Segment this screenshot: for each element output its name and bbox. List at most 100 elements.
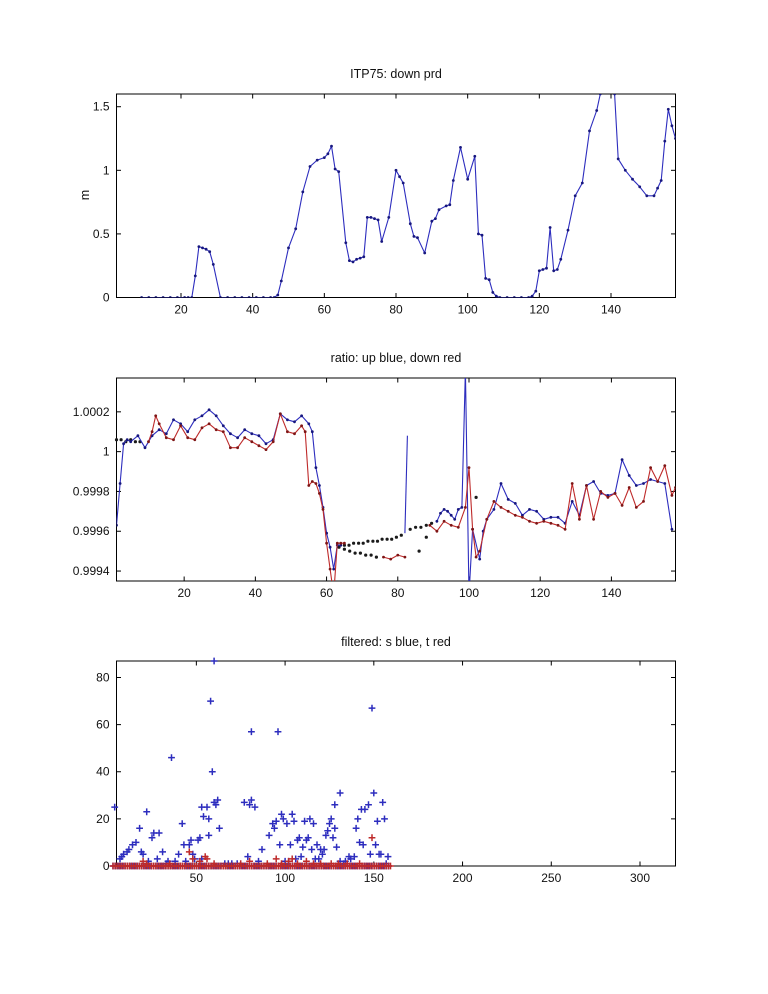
marker-plus [387, 862, 394, 870]
marker-dot [627, 486, 631, 489]
subplot2-title: ratio: up blue, down red [330, 351, 462, 365]
marker-dot [449, 513, 453, 517]
marker-dot [642, 482, 645, 485]
marker-dot [300, 424, 303, 428]
marker-dot [330, 144, 333, 148]
marker-dot [478, 549, 482, 553]
marker-dot [663, 139, 667, 143]
marker-plus [143, 808, 151, 816]
marker-dot [528, 519, 531, 523]
marker-plus [246, 801, 253, 809]
marker-dot [358, 256, 362, 260]
marker-plus [278, 860, 285, 867]
y-tick-label: 20 [96, 812, 110, 826]
marker-dot [512, 296, 516, 298]
marker-dot [358, 551, 362, 555]
marker-dot [376, 218, 380, 222]
marker-dot [627, 474, 631, 477]
marker-plus [265, 832, 273, 839]
marker-plus [214, 796, 222, 804]
marker-plus [207, 697, 214, 705]
marker-dot [548, 226, 552, 229]
x-tick-label: 250 [541, 871, 561, 885]
marker-dot [401, 181, 405, 185]
marker-plus [272, 855, 280, 863]
marker-dot [147, 440, 150, 444]
marker-dot [204, 247, 208, 251]
marker-dot [659, 179, 663, 182]
marker-dot [545, 266, 548, 270]
marker-dot [474, 555, 478, 559]
marker-dot [200, 414, 204, 418]
marker-plus [359, 841, 367, 849]
marker-plus [297, 853, 305, 860]
marker-dot [448, 203, 452, 207]
marker-plus [272, 817, 280, 825]
marker-dot [342, 547, 346, 551]
marker-plus [361, 806, 369, 813]
marker-dot [221, 424, 225, 428]
marker-dot [471, 527, 474, 531]
marker-dot [439, 511, 442, 515]
marker-dot [351, 260, 355, 264]
marker-dot [293, 420, 296, 424]
series-line [383, 554, 406, 560]
marker-dot [373, 217, 376, 221]
marker-dot [435, 529, 439, 533]
marker-dot [423, 251, 427, 255]
series-up-blue-spike [404, 435, 408, 534]
marker-dot [616, 157, 620, 161]
marker-dot [201, 246, 204, 250]
marker-dot [314, 466, 318, 469]
marker-dot [453, 517, 457, 521]
marker-dot [537, 269, 541, 273]
marker-plus [331, 801, 339, 809]
marker-dot [566, 228, 570, 232]
marker-dot [250, 432, 254, 436]
marker-dot [478, 557, 482, 561]
series-down-red-A [147, 412, 346, 581]
marker-dot [491, 291, 495, 294]
marker-plus [331, 824, 339, 832]
marker-plus [290, 817, 298, 825]
marker-dot [211, 263, 215, 266]
marker-dot [424, 535, 428, 539]
marker-dot [385, 537, 389, 541]
marker-dot [580, 181, 584, 185]
marker-dot [119, 438, 123, 442]
marker-dot [343, 541, 346, 545]
marker-dot [287, 246, 290, 250]
marker-plus [283, 820, 291, 827]
marker-plus [189, 855, 197, 863]
marker-dot [193, 418, 197, 422]
marker-plus [356, 839, 363, 846]
marker-dot [233, 296, 237, 298]
series-s [109, 657, 392, 870]
marker-dot [467, 466, 471, 469]
marker-dot [484, 277, 487, 280]
x-tick-label: 140 [601, 303, 621, 317]
marker-dot [394, 535, 398, 539]
marker-dot [301, 190, 305, 194]
y-tick-label: 0.9994 [73, 564, 110, 578]
marker-plus [125, 846, 133, 853]
marker-plus [365, 801, 372, 809]
marker-dot [666, 107, 670, 111]
marker-plus [299, 843, 307, 851]
x-tick-label: 40 [246, 303, 260, 317]
marker-dot [530, 294, 534, 298]
y-tick-label: 1 [103, 445, 110, 459]
marker-plus [244, 853, 252, 860]
y-tick-label: 60 [96, 718, 110, 732]
marker-dot [663, 464, 667, 467]
marker-dot [674, 137, 676, 140]
marker-dot [416, 236, 419, 240]
x-tick-label: 20 [174, 303, 188, 317]
marker-dot [375, 539, 380, 543]
x-tick-label: 200 [453, 871, 473, 885]
marker-dot [315, 158, 319, 162]
marker-plus [329, 834, 337, 842]
marker-dot [499, 482, 503, 485]
marker-dot [535, 521, 538, 525]
marker-dot [652, 194, 656, 198]
